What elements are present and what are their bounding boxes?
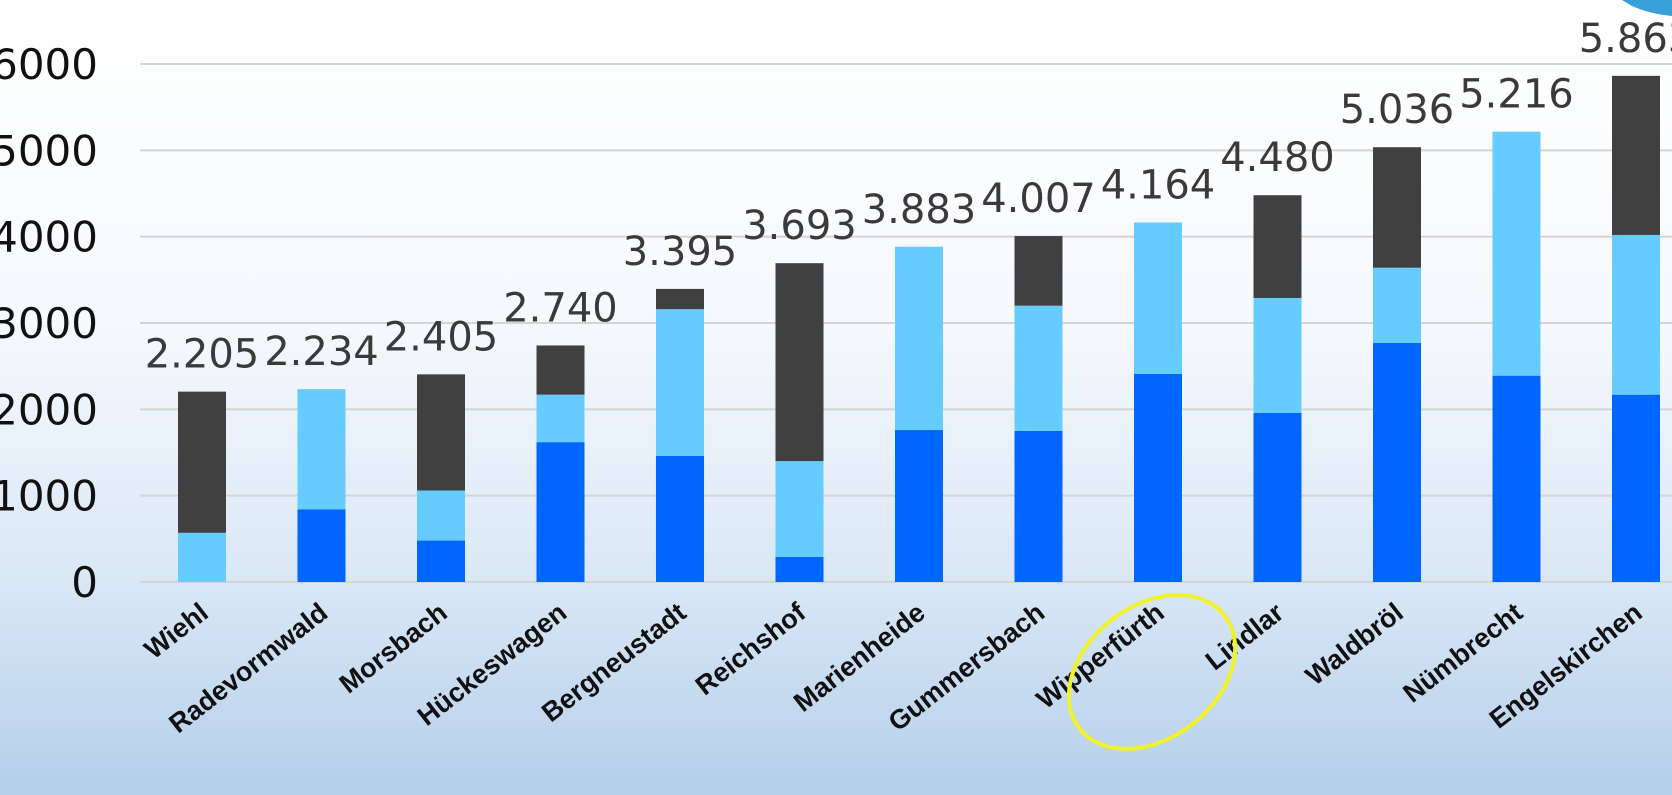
- bar-segment: [1492, 375, 1541, 582]
- x-tick-label: Lindlar: [1200, 597, 1290, 676]
- y-tick-label: 0: [71, 558, 98, 607]
- bar-segment: [1373, 147, 1421, 268]
- bar-segment: [656, 309, 704, 456]
- data-label: 3.395: [623, 229, 738, 275]
- bar-segment: [1014, 305, 1063, 431]
- x-tick-label: Reichshof: [690, 596, 812, 701]
- bar-segment: [417, 490, 465, 541]
- bar-segment: [417, 540, 465, 582]
- bar-segment: [656, 288, 704, 310]
- data-label: 2.405: [384, 314, 499, 360]
- bar-segment: [536, 394, 585, 443]
- bar-segment: [1014, 236, 1063, 306]
- x-tick-label: Wipperfürth: [1031, 597, 1170, 715]
- logo-fragment-icon: [1622, 0, 1672, 16]
- data-label: 4.480: [1220, 135, 1335, 181]
- y-tick-label: 6000: [0, 40, 98, 89]
- bar-segment: [297, 389, 346, 510]
- data-label: 2.205: [145, 332, 260, 378]
- y-tick-label: 4000: [0, 213, 98, 262]
- data-label: 3.693: [742, 203, 857, 249]
- data-label: 3.883: [862, 187, 977, 233]
- bar-segment: [1492, 131, 1541, 376]
- bar-segment: [297, 509, 346, 582]
- bar-segment: [656, 455, 704, 582]
- bar-segment: [895, 430, 943, 582]
- y-tick-label: 1000: [0, 472, 98, 521]
- bar-segment: [1134, 373, 1182, 582]
- y-tick-label: 2000: [0, 385, 98, 434]
- data-label: 2.740: [503, 285, 618, 331]
- highlight-ellipse: [1066, 593, 1238, 751]
- y-tick-label: 3000: [0, 299, 98, 348]
- bar-segment: [775, 556, 824, 582]
- bar-segment: [1253, 195, 1302, 298]
- bar-segment: [775, 263, 824, 462]
- bar-segment: [1373, 342, 1421, 582]
- bar-segment: [1134, 222, 1182, 374]
- bar-segment: [1253, 412, 1302, 582]
- bar-segment: [1253, 297, 1302, 413]
- data-label: 2.234: [264, 329, 379, 375]
- x-tick-label: Morsbach: [334, 597, 453, 699]
- bar-segment: [775, 461, 824, 557]
- data-label: 4.007: [981, 176, 1096, 222]
- x-tick-label: Wiehl: [139, 597, 214, 665]
- bar-segment: [1612, 75, 1660, 235]
- bar-segment: [178, 532, 226, 582]
- bar-segment: [536, 442, 585, 582]
- bar-segment: [1612, 234, 1660, 395]
- bar-segment: [536, 345, 585, 395]
- bar-segment: [1612, 394, 1660, 582]
- bar-segment: [895, 246, 943, 431]
- bar-segment: [417, 374, 465, 491]
- x-tick-label: Waldbröl: [1300, 597, 1409, 691]
- highlight-circle: [1066, 593, 1238, 751]
- bar-segment: [1014, 430, 1063, 582]
- bar-segment: [1373, 267, 1421, 343]
- y-axis-tick-labels: 0 1000 2000 3000 4000 5000 6000: [0, 40, 98, 607]
- data-label: 5.863: [1579, 16, 1672, 62]
- data-label: 5.216: [1459, 72, 1574, 118]
- bar-segment: [178, 391, 226, 533]
- bars: [178, 75, 1660, 582]
- data-label: 5.036: [1340, 87, 1455, 133]
- y-tick-label: 5000: [0, 126, 98, 175]
- data-label: 4.164: [1101, 163, 1216, 209]
